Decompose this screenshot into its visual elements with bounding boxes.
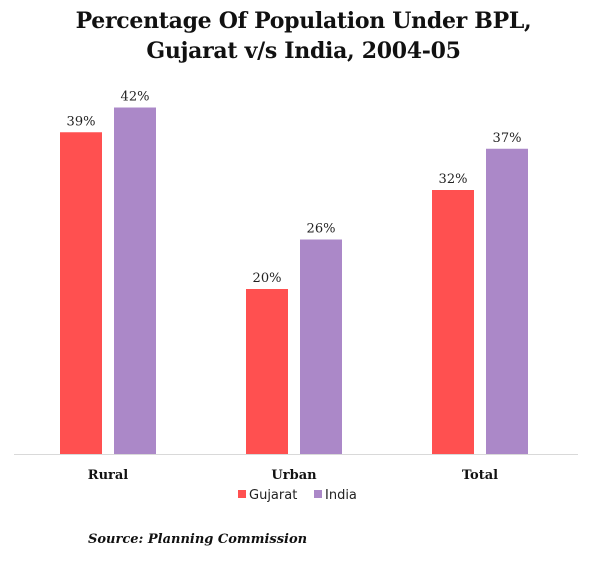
data-label-gujarat-total: 32% <box>439 172 468 187</box>
legend-swatch-gujarat <box>238 490 246 498</box>
category-label-rural: Rural <box>88 468 129 483</box>
chart-title: Percentage Of Population Under BPL, Guja… <box>0 6 607 66</box>
data-label-india-urban: 26% <box>307 222 336 237</box>
category-label-urban: Urban <box>271 468 317 483</box>
legend-swatch-india <box>314 490 322 498</box>
data-label-india-rural: 42% <box>121 90 150 105</box>
category-label-total: Total <box>462 468 498 483</box>
data-label-gujarat-urban: 20% <box>253 271 282 286</box>
source-note: Source: Planning Commission <box>88 532 308 547</box>
bar-gujarat-urban <box>246 289 288 454</box>
bar-india-urban <box>300 239 342 454</box>
bar-gujarat-total <box>432 190 474 454</box>
bar-gujarat-rural <box>60 132 102 454</box>
chart-title-line-2: Gujarat v/s India, 2004-05 <box>146 38 461 64</box>
legend-label-india: India <box>325 488 357 503</box>
chart-title-line-1: Percentage Of Population Under BPL, <box>75 8 532 34</box>
legend-label-gujarat: Gujarat <box>249 488 297 503</box>
bar-chart: 39% 42% Rural 20% 26% Urban 32% 37% Total Gujarat… <box>14 90 578 503</box>
bar-india-rural <box>114 107 156 454</box>
data-label-gujarat-rural: 39% <box>67 114 96 129</box>
data-label-india-total: 37% <box>493 131 522 146</box>
bar-india-total <box>486 148 528 454</box>
